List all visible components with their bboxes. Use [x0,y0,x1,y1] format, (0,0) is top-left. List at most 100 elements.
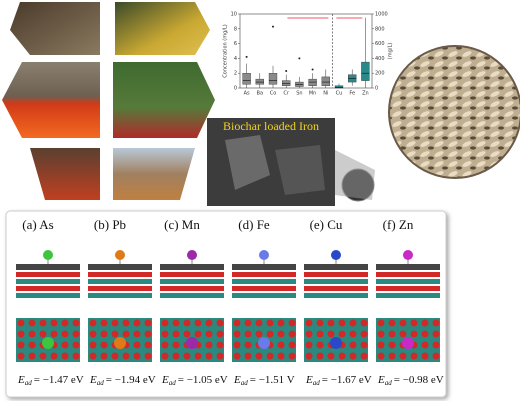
o-atom [316,352,324,360]
o-atom [349,319,357,327]
o-atom [172,330,180,338]
o-atom [72,341,80,349]
adsorbate-top [330,337,342,349]
o-atom [327,352,335,360]
o-atom [388,319,396,327]
energy-symbol: E [17,374,25,386]
o-atom [288,319,296,327]
o-atom [233,319,241,327]
photo [115,2,210,55]
adsorbate-top [402,337,414,349]
o-atom [216,330,224,338]
graphene-layer [232,264,296,270]
o-atom [244,330,252,338]
sem-crystal [275,145,325,195]
o-atom [360,341,368,349]
oxide-layer [16,293,80,298]
o-atom [360,352,368,360]
energy-value: = −0.98 eV [394,374,444,386]
oxide-layer [88,293,152,298]
x-tick-label: Sn [296,91,302,97]
o-atom [216,319,224,327]
o-atom [255,330,263,338]
o-atom [122,352,130,360]
y-tick-label: 4 [234,56,237,62]
o-atom [421,352,429,360]
oxide-layer [160,293,224,298]
o-atom [432,330,440,338]
o-atom [144,341,152,349]
o-atom [17,341,25,349]
o-atom [133,341,141,349]
o-atom [316,319,324,327]
energy-value: = −1.51 V [250,374,295,386]
adsorption-energy: Ead = −1.67 eV [305,374,372,387]
y2-tick-label: 800 [375,26,385,32]
energy-symbol: E [161,374,169,386]
o-atom [399,330,407,338]
oxide-layer [160,272,224,277]
o-atom [144,319,152,327]
adsorbate-top [42,337,54,349]
oxide-layer [88,272,152,277]
o-atom [233,352,241,360]
y-axis-label: Concentration (mg/L) [223,24,229,77]
y2-tick-label: 400 [375,56,385,62]
o-atom [244,341,252,349]
o-atom [205,341,213,349]
adsorption-energy: Ead = −1.94 eV [89,374,156,387]
o-atom [316,330,324,338]
photo [10,2,100,55]
o-atom [288,330,296,338]
graphene-layer [376,264,440,270]
energy-value: = −1.94 eV [106,374,156,386]
oxide-layer [304,279,368,284]
energy-subscript: ad [313,379,321,387]
o-atom [61,330,69,338]
o-atom [161,352,169,360]
o-atom [61,352,69,360]
o-atom [39,319,47,327]
energy-subscript: ad [241,379,249,387]
outlier [245,55,248,58]
o-atom [399,352,407,360]
o-atom [61,319,69,327]
oxide-layer [160,279,224,284]
o-atom [111,330,119,338]
outlier [311,68,314,71]
o-atom [305,319,313,327]
o-atom [244,319,252,327]
o-atom [89,319,97,327]
biochar-photo [388,45,520,179]
o-atom [377,319,385,327]
outlier [272,25,274,28]
x-tick-label: Mn [309,91,316,97]
adsorbate [331,250,341,260]
box [255,78,264,85]
adsorption-energy: Ead = −1.47 eV [17,374,84,387]
oxide-layer [88,279,152,284]
sem-crystal [225,135,270,190]
energy-subscript: ad [97,379,105,387]
boxplot: 0 2 4 6 8 10 0 200 400 600 800 1000 Concentration (m… [223,12,394,97]
o-atom [421,341,429,349]
oxide-layer [376,279,440,284]
o-atom [111,319,119,327]
graphene-layer [16,264,80,270]
o-atom [72,319,80,327]
o-atom [421,319,429,327]
o-atom [327,330,335,338]
y2-tick-label: 200 [375,71,385,77]
o-atom [305,352,313,360]
oxide-layer [304,286,368,291]
o-atom [28,352,36,360]
o-atom [255,319,263,327]
o-atom [244,352,252,360]
o-atom [360,330,368,338]
o-atom [349,341,357,349]
oxide-layer [376,272,440,277]
y-tick-label: 6 [234,41,237,47]
panel-label: (a) As [22,217,53,232]
adsorption-energy: Ead = −0.98 eV [377,374,444,387]
